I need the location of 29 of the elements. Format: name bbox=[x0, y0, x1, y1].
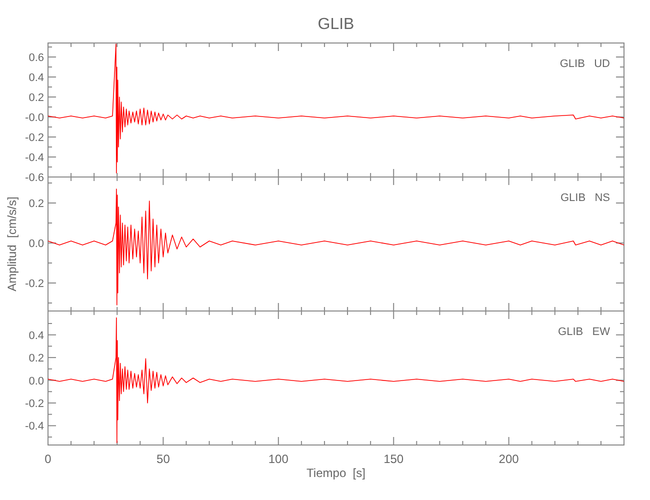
y-tick-label: 0.4 bbox=[28, 330, 44, 342]
chart-title: GLIB bbox=[318, 16, 354, 33]
y-tick-label: 0.2 bbox=[28, 352, 44, 365]
annotation: GLIB EW bbox=[558, 326, 611, 338]
x-axis-title: Tiempo [s] bbox=[306, 466, 366, 480]
x-tick-label: 150 bbox=[384, 452, 404, 466]
line-series bbox=[48, 44, 624, 174]
y-tick-label: 0.4 bbox=[28, 72, 44, 84]
x-tick-label: 0 bbox=[44, 452, 52, 466]
y-tick-label: -0.0 bbox=[25, 112, 44, 124]
y-tick-label: -0.2 bbox=[25, 132, 44, 144]
y-tick-label: 0.0 bbox=[28, 238, 44, 250]
x-tick-label: 100 bbox=[268, 452, 289, 466]
y-tick-label: -0.4 bbox=[25, 152, 44, 164]
y-tick-label: 0.2 bbox=[28, 198, 44, 210]
y-tick-label: 0.6 bbox=[28, 52, 44, 64]
line-series bbox=[48, 317, 624, 444]
y-tick-label: -0.2 bbox=[25, 278, 44, 290]
y-tick-label: -0.2 bbox=[25, 398, 44, 410]
y-axis-title: Amplitud [cm/s/s] bbox=[5, 196, 19, 292]
y-tick-label: 0.2 bbox=[28, 92, 44, 104]
annotation: GLIB NS bbox=[560, 192, 610, 204]
y-tick-label: 0.0 bbox=[28, 375, 44, 388]
y-tick-label: -0.6 bbox=[25, 172, 44, 184]
x-tick-label: 50 bbox=[156, 452, 170, 466]
x-tick-label: 200 bbox=[498, 452, 520, 466]
annotation: GLIB UD bbox=[560, 58, 610, 70]
y-tick-label: -0.4 bbox=[25, 420, 44, 433]
line-series bbox=[48, 188, 624, 306]
